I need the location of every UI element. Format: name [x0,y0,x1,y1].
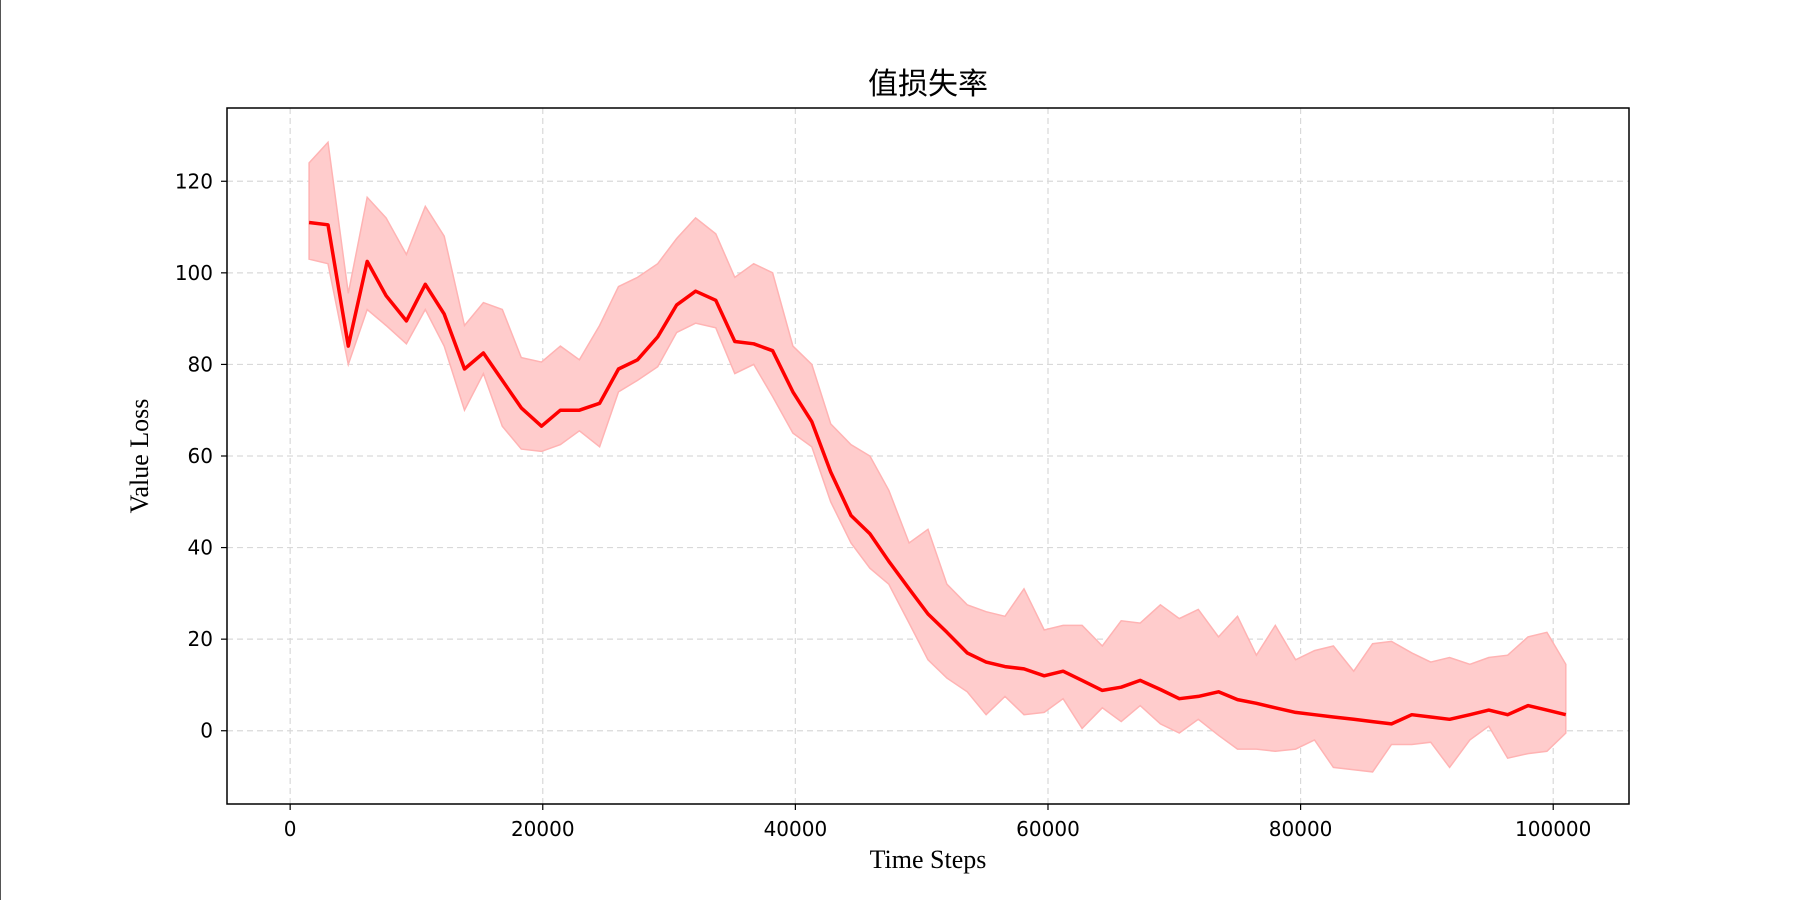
chart-title: 值损失率 [868,67,988,102]
x-axis-ticks: 0 20000 40000 60000 80000 100000 [284,804,1591,841]
x-tick-label: 0 [284,817,297,841]
y-tick-label: 100 [175,261,213,285]
y-tick-label: 20 [188,627,213,651]
y-axis-title: Value Loss [125,399,154,514]
y-tick-label: 40 [188,536,213,560]
y-axis-ticks: 0 20 40 60 80 100 120 [175,169,227,743]
x-tick-label: 40000 [764,817,828,841]
confidence-band [308,140,1567,773]
y-tick-label: 60 [188,444,213,468]
x-tick-label: 60000 [1016,817,1080,841]
confidence-band-group [308,140,1567,773]
x-tick-label: 20000 [511,817,575,841]
y-tick-label: 0 [200,719,213,743]
y-tick-label: 120 [175,169,213,193]
x-tick-label: 100000 [1515,817,1591,841]
y-tick-label: 80 [188,352,213,376]
mean-line [308,220,1567,726]
x-axis-title: Time Steps [870,845,987,874]
x-tick-label: 80000 [1269,817,1333,841]
mean-line-group [308,220,1567,726]
window-left-border [0,0,1,900]
